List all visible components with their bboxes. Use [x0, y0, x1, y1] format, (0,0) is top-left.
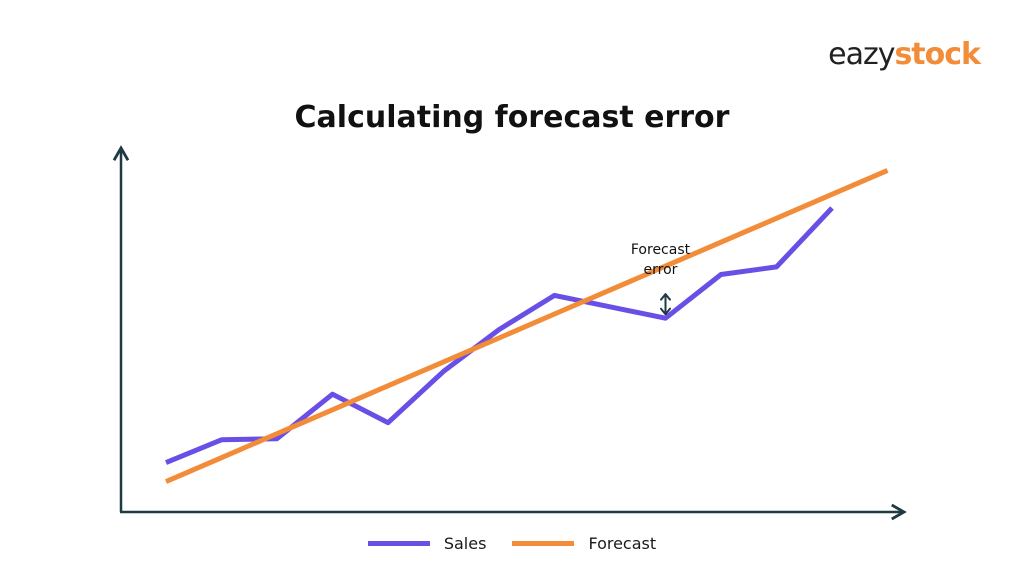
legend-swatch-sales	[367, 541, 430, 546]
brand-logo-part2: stock	[894, 37, 981, 72]
legend-item-forecast: Forecast	[512, 534, 656, 553]
legend-label-sales: Sales	[443, 534, 487, 553]
annotation-label-line-2: error	[644, 262, 678, 278]
annotation-label-line-1: Forecast	[631, 242, 691, 258]
series-line-forecast	[165, 168, 889, 484]
chart-title: Calculating forecast error	[294, 100, 730, 135]
brand-logo: eazystock	[828, 37, 981, 72]
forecast-error-arrow	[660, 293, 671, 316]
series-line-sales	[165, 206, 834, 465]
legend-item-sales: Sales	[367, 534, 487, 553]
chart-legend: Sales Forecast	[0, 534, 1024, 553]
legend-label-forecast: Forecast	[588, 534, 657, 553]
legend-swatch-forecast	[512, 541, 575, 546]
brand-logo-part1: eazy	[828, 37, 895, 72]
